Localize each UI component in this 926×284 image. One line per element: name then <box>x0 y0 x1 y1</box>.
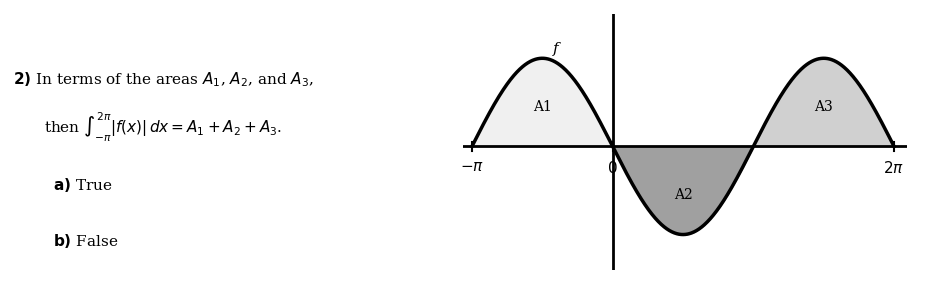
Text: A3: A3 <box>814 100 833 114</box>
Text: $-\pi$: $-\pi$ <box>460 160 484 174</box>
Text: A2: A2 <box>673 188 693 202</box>
Text: $0$: $0$ <box>607 160 618 176</box>
Text: $2\pi$: $2\pi$ <box>883 160 905 176</box>
Text: f: f <box>553 42 558 57</box>
Text: then $\int_{-\pi}^{2\pi} |f(x)|\, dx = A_1 + A_2 + A_3$.: then $\int_{-\pi}^{2\pi} |f(x)|\, dx = A… <box>44 111 282 145</box>
Text: $\mathbf{b)}$ False: $\mathbf{b)}$ False <box>54 232 119 250</box>
Text: $\mathbf{2)}$ In terms of the areas $A_1$, $A_2$, and $A_3$,: $\mathbf{2)}$ In terms of the areas $A_1… <box>13 70 314 89</box>
Text: $\mathbf{a)}$ True: $\mathbf{a)}$ True <box>54 176 113 194</box>
Text: A1: A1 <box>532 100 552 114</box>
